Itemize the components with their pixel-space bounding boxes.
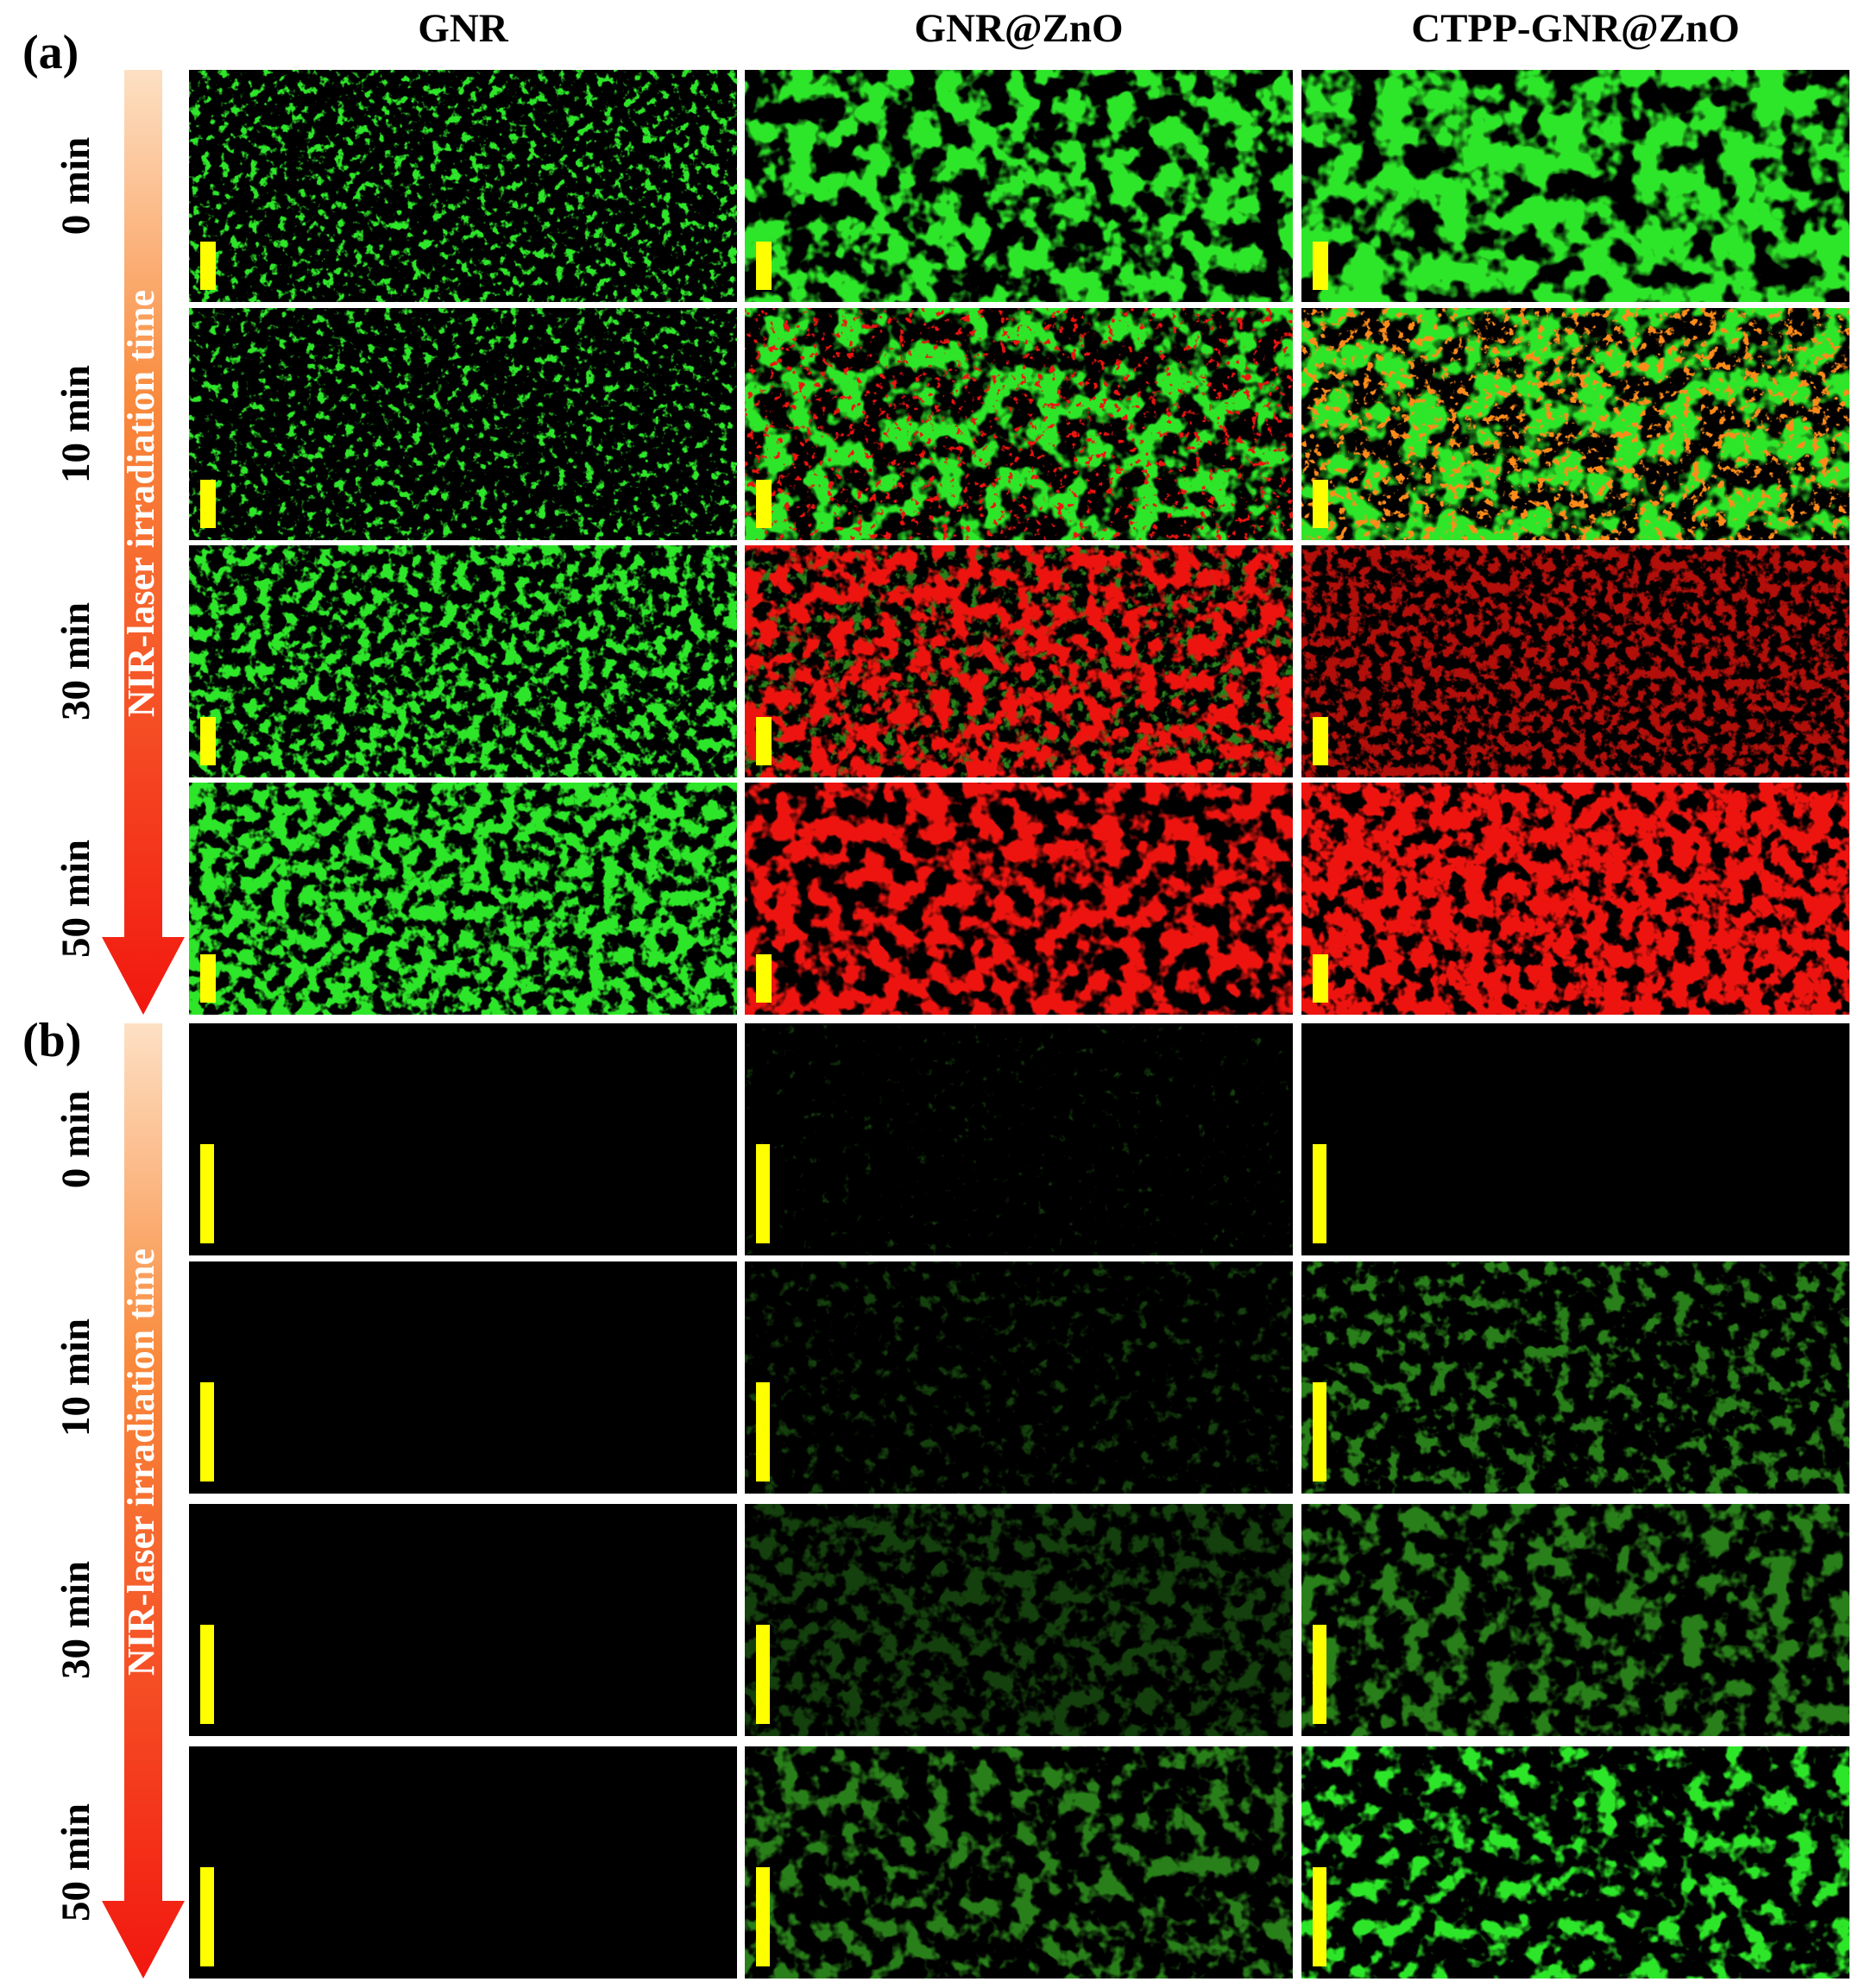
scale-bar [200, 480, 216, 528]
cell-texture [1301, 1504, 1849, 1736]
scale-bar [200, 242, 216, 290]
micrograph [745, 1261, 1293, 1494]
scale-bar [1313, 242, 1328, 290]
row-label: 10 min [54, 1318, 98, 1437]
row-label: 30 min [54, 1561, 98, 1679]
scale-bar [1313, 1382, 1326, 1482]
micrograph [1301, 1504, 1849, 1736]
micrograph [189, 1261, 737, 1494]
scale-bar [756, 242, 772, 290]
cell-texture [745, 308, 1293, 540]
micrograph [745, 70, 1293, 302]
cell-texture [1301, 545, 1849, 777]
micrograph [189, 70, 737, 302]
cell-texture [189, 308, 737, 540]
cell-texture [1301, 1261, 1849, 1494]
cell-texture [1301, 1746, 1849, 1979]
cell-texture [745, 1504, 1293, 1736]
cell-texture [745, 545, 1293, 777]
arrow-label: NIR-laser irradiation time [120, 1249, 162, 1676]
cell-texture [745, 1261, 1293, 1494]
micrograph [745, 545, 1293, 777]
cell-texture [1301, 70, 1849, 302]
cell-texture [1301, 783, 1849, 1015]
micrograph [745, 308, 1293, 540]
scale-bar [756, 480, 772, 528]
micrograph [1301, 1746, 1849, 1979]
micrograph [745, 783, 1293, 1015]
scale-bar [200, 1144, 214, 1243]
cell-texture [745, 70, 1293, 302]
scale-bar [1313, 480, 1328, 528]
micrograph-background [189, 1023, 737, 1255]
micrograph [1301, 70, 1849, 302]
micrograph [1301, 1023, 1849, 1255]
micrograph-background [189, 1504, 737, 1736]
scale-bar [1313, 954, 1328, 1003]
micrograph-background [189, 1261, 737, 1494]
cell-texture [745, 1023, 1293, 1255]
scale-bar [1313, 1625, 1326, 1724]
panel-label: (b) [22, 1014, 81, 1067]
cell-texture [189, 70, 737, 302]
time-arrow [102, 1023, 185, 1979]
scale-bar [200, 1382, 214, 1482]
row-label: 50 min [54, 840, 98, 958]
scale-bar [756, 954, 772, 1003]
micrograph-background [189, 1746, 737, 1979]
scale-bar [756, 717, 772, 765]
scale-bar [200, 1625, 214, 1724]
scale-bar [1313, 717, 1328, 765]
micrograph [189, 1504, 737, 1736]
micrograph [1301, 545, 1849, 777]
micrograph [189, 783, 737, 1015]
cell-texture [745, 783, 1293, 1015]
row-label: 10 min [54, 365, 98, 483]
scale-bar [1313, 1144, 1326, 1243]
cell-texture [189, 783, 737, 1015]
scale-bar [756, 1625, 770, 1724]
row-label: 50 min [54, 1803, 98, 1922]
column-header: GNR@ZnO [914, 6, 1123, 51]
micrograph [745, 1023, 1293, 1255]
scale-bar [200, 717, 216, 765]
column-header: GNR [418, 6, 509, 51]
row-label: 30 min [54, 602, 98, 720]
scale-bar [200, 1867, 214, 1966]
micrograph [1301, 783, 1849, 1015]
scale-bar [756, 1382, 770, 1482]
micrograph [1301, 308, 1849, 540]
panel-label: (a) [22, 26, 79, 79]
arrow-label: NIR-laser irradiation time [120, 290, 162, 717]
micrograph [189, 308, 737, 540]
scale-bar [756, 1867, 770, 1966]
cell-texture [745, 1746, 1293, 1979]
cell-texture [1301, 308, 1849, 540]
time-arrow [102, 70, 185, 1015]
scale-bar [200, 954, 216, 1003]
micrograph [745, 1504, 1293, 1736]
micrograph [1301, 1261, 1849, 1494]
micrograph-background [1301, 1023, 1849, 1255]
cell-texture [189, 545, 737, 777]
row-label: 0 min [54, 1091, 98, 1189]
micrograph [745, 1746, 1293, 1979]
scale-bar [756, 1144, 770, 1243]
scale-bar [1313, 1867, 1326, 1966]
column-header: CTPP-GNR@ZnO [1411, 6, 1740, 51]
micrograph [189, 1746, 737, 1979]
micrograph [189, 1023, 737, 1255]
micrograph [189, 545, 737, 777]
row-label: 0 min [54, 137, 98, 236]
